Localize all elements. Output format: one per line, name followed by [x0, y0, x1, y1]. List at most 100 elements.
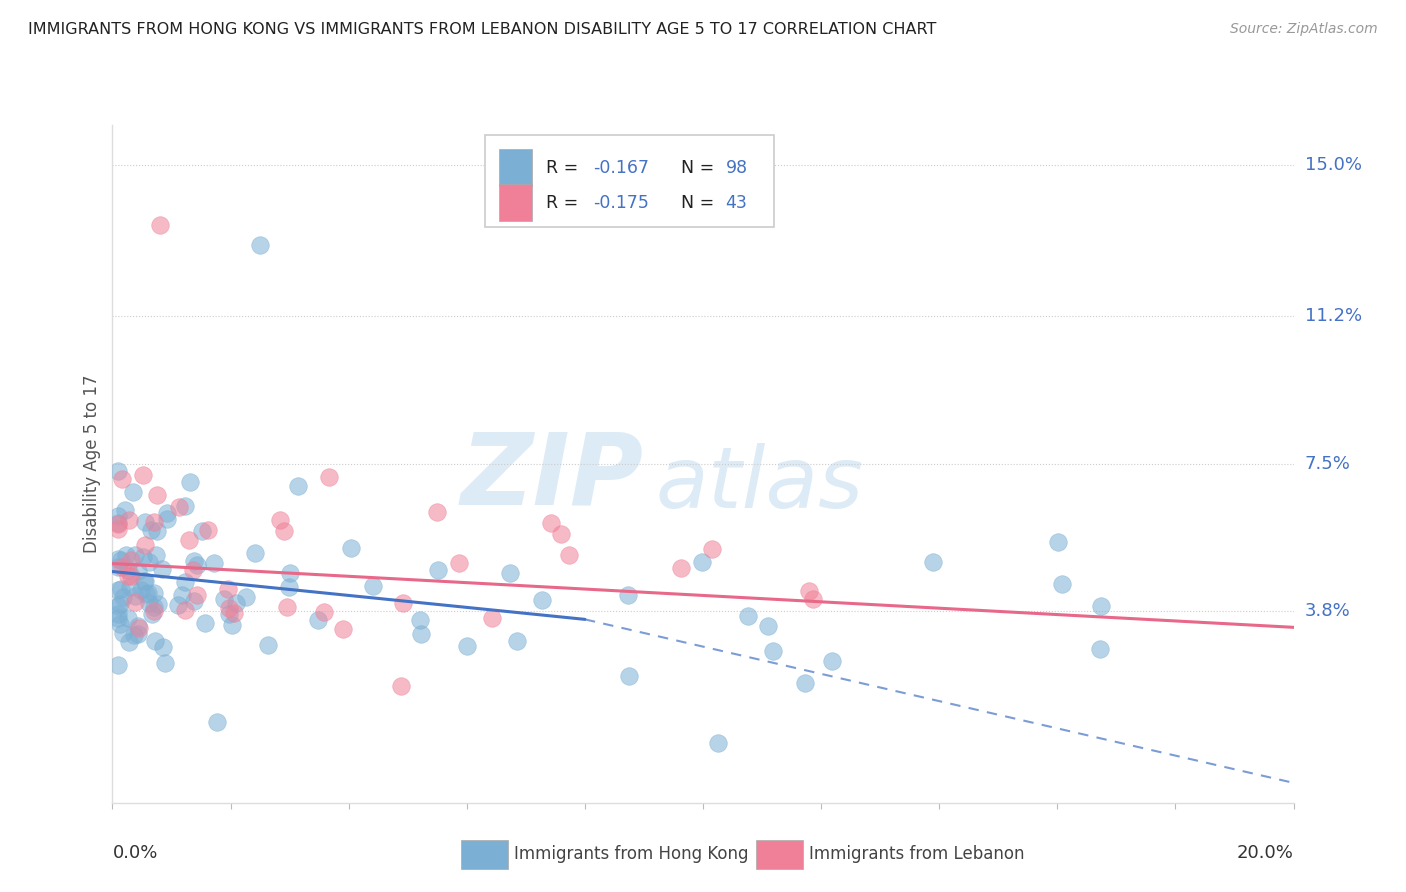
Point — [136, 586, 159, 600]
Point — [1052, 577, 1074, 591]
Point — [143, 515, 166, 529]
Point — [278, 566, 301, 581]
Point — [118, 635, 141, 649]
Point — [110, 582, 132, 596]
Text: 15.0%: 15.0% — [1305, 156, 1361, 174]
Point — [169, 500, 191, 514]
Point — [202, 556, 225, 570]
Point — [146, 524, 169, 538]
Point — [225, 596, 247, 610]
Point — [143, 586, 166, 600]
Point — [117, 563, 139, 577]
Point — [143, 634, 166, 648]
Point — [186, 588, 208, 602]
Y-axis label: Disability Age 5 to 17: Disability Age 5 to 17 — [83, 375, 101, 553]
FancyBboxPatch shape — [485, 135, 773, 227]
Text: Source: ZipAtlas.com: Source: ZipAtlas.com — [1230, 22, 1378, 37]
Text: 7.5%: 7.5% — [1305, 455, 1351, 473]
Point — [456, 639, 478, 653]
Point — [498, 566, 520, 580]
Point — [135, 586, 157, 600]
Point — [617, 588, 640, 602]
Point — [287, 479, 309, 493]
Point — [107, 464, 129, 478]
Point — [318, 470, 340, 484]
Point — [922, 555, 945, 569]
Point — [127, 619, 149, 633]
Point — [426, 505, 449, 519]
Point — [801, 592, 824, 607]
Point — [141, 607, 163, 622]
Point — [174, 603, 197, 617]
Point — [617, 669, 640, 683]
Point — [186, 558, 208, 573]
Point — [762, 644, 785, 658]
Text: N =: N = — [669, 159, 720, 177]
Text: -0.167: -0.167 — [593, 159, 650, 177]
Point — [183, 554, 205, 568]
FancyBboxPatch shape — [756, 840, 803, 869]
Point — [278, 580, 301, 594]
Point — [707, 736, 730, 750]
Point — [1088, 642, 1111, 657]
Point — [179, 475, 201, 489]
Point — [132, 468, 155, 483]
Point — [821, 654, 844, 668]
Point — [107, 560, 129, 574]
Point — [145, 548, 167, 562]
Point — [191, 524, 214, 538]
Point — [124, 595, 146, 609]
Point — [150, 562, 173, 576]
Point — [138, 596, 160, 610]
Point — [107, 599, 129, 614]
Point — [152, 640, 174, 654]
Point — [111, 471, 134, 485]
Point — [129, 582, 152, 597]
Point — [269, 514, 291, 528]
Point — [256, 638, 278, 652]
Text: 0.0%: 0.0% — [112, 845, 157, 863]
Point — [134, 574, 156, 588]
Point — [218, 607, 240, 622]
Point — [235, 590, 257, 604]
Point — [108, 597, 131, 611]
Point — [276, 600, 298, 615]
Point — [690, 555, 713, 569]
Point — [167, 598, 190, 612]
Point — [427, 563, 450, 577]
Point — [118, 513, 141, 527]
Point — [447, 557, 470, 571]
Point — [107, 582, 129, 597]
Point — [124, 548, 146, 562]
Point — [146, 488, 169, 502]
Point — [212, 592, 235, 607]
Point — [149, 218, 172, 232]
Point — [120, 569, 142, 583]
Point — [134, 516, 156, 530]
Point — [540, 516, 562, 530]
Point — [389, 679, 412, 693]
Point — [143, 600, 166, 615]
Point — [409, 613, 432, 627]
Point — [224, 607, 246, 621]
Point — [156, 506, 179, 520]
Point — [218, 601, 240, 615]
Text: 43: 43 — [725, 194, 748, 211]
Text: -0.175: -0.175 — [593, 194, 650, 211]
Point — [122, 627, 145, 641]
Point — [340, 541, 363, 555]
Point — [112, 626, 135, 640]
Text: R =: R = — [546, 159, 583, 177]
Text: N =: N = — [669, 194, 720, 211]
Point — [221, 618, 243, 632]
Point — [205, 714, 228, 729]
FancyBboxPatch shape — [499, 149, 531, 186]
Point — [700, 542, 723, 557]
Text: 20.0%: 20.0% — [1237, 845, 1294, 863]
Point — [181, 562, 204, 576]
Point — [117, 610, 139, 624]
Point — [139, 523, 162, 537]
Point — [1090, 599, 1112, 613]
Point — [111, 560, 134, 574]
Point — [110, 552, 132, 566]
